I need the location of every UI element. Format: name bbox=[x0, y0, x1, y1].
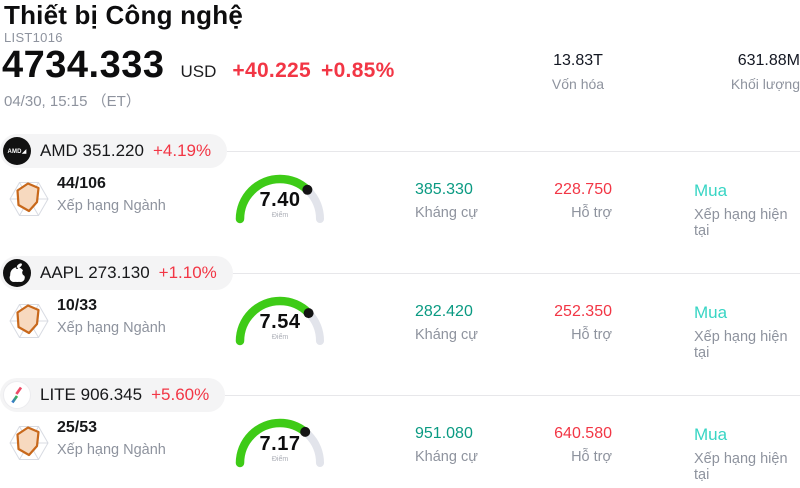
stock-row: LITE 906.345 +5.60% 25/ bbox=[0, 378, 800, 488]
apple-logo-icon bbox=[3, 259, 31, 287]
lumentum-logo-icon bbox=[3, 381, 31, 409]
stock-pill-line: AMD◢ AMD 351.220 +4.19% bbox=[0, 134, 800, 168]
resistance-value: 385.330 bbox=[415, 181, 473, 198]
stock-change: +1.10% bbox=[158, 263, 217, 282]
industry-rank-label: Xếp hạng Ngành bbox=[57, 320, 166, 336]
volume-stat: 631.88M Khối lượng bbox=[670, 52, 800, 92]
index-price-row: 4734.333 USD +40.225 +0.85% bbox=[2, 44, 395, 87]
industry-rank: 44/106 Xếp hạng Ngành bbox=[57, 175, 166, 214]
resistance-block: 951.080 Kháng cự bbox=[415, 425, 478, 465]
resistance-value: 282.420 bbox=[415, 303, 473, 320]
industry-rank-value: 25/53 bbox=[57, 419, 98, 436]
score-value: 7.17 bbox=[259, 433, 301, 455]
score-gauge: 7.17 Điểm bbox=[232, 411, 328, 469]
stock-symbol: AAPL bbox=[40, 263, 84, 282]
support-value: 640.580 bbox=[554, 425, 612, 442]
resistance-value: 951.080 bbox=[415, 425, 473, 442]
radar-rank-icon bbox=[7, 177, 51, 221]
index-change-abs: +40.225 bbox=[232, 59, 312, 82]
currency-label: USD bbox=[180, 62, 217, 81]
current-rating-label: Xếp hạng hiện tại bbox=[694, 207, 788, 239]
page-title: Thiết bị Công nghệ bbox=[4, 0, 244, 30]
score-label: Điểm bbox=[271, 456, 289, 463]
stock-price: 273.130 bbox=[88, 263, 150, 282]
market-cap-stat: 13.83T Vốn hóa bbox=[518, 52, 638, 92]
support-label: Hỗ trợ bbox=[571, 327, 612, 343]
stock-symbol-pill[interactable]: AMD◢ AMD 351.220 +4.19% bbox=[0, 134, 228, 168]
index-price: 4734.333 bbox=[2, 44, 165, 86]
stock-change: +5.60% bbox=[151, 385, 210, 404]
stock-price: 906.345 bbox=[80, 385, 143, 404]
header: Thiết bị Công nghệ LIST1016 4734.333 USD… bbox=[0, 0, 800, 134]
industry-rank: 25/53 Xếp hạng Ngành bbox=[57, 419, 166, 458]
stock-symbol: AMD bbox=[40, 141, 78, 160]
resistance-label: Kháng cự bbox=[415, 449, 478, 465]
score-gauge: 7.40 Điểm bbox=[232, 167, 328, 225]
market-cap-value: 13.83T bbox=[553, 52, 603, 69]
quote-datetime: 04/30, 15:15 （ET） bbox=[4, 93, 141, 110]
amd-logo-icon: AMD◢ bbox=[3, 137, 31, 165]
support-value: 252.350 bbox=[554, 303, 612, 320]
industry-rank: 10/33 Xếp hạng Ngành bbox=[57, 297, 166, 336]
resistance-block: 282.420 Kháng cự bbox=[415, 303, 478, 343]
industry-rank-label: Xếp hạng Ngành bbox=[57, 442, 166, 458]
stock-pill-line: LITE 906.345 +5.60% bbox=[0, 378, 800, 412]
radar-rank-icon bbox=[7, 299, 51, 343]
industry-rank-label: Xếp hạng Ngành bbox=[57, 198, 166, 214]
stock-price: 351.220 bbox=[82, 141, 144, 160]
stock-row-content: 44/106 Xếp hạng Ngành 7.40 Điểm 385.330 … bbox=[0, 168, 800, 256]
support-label: Hỗ trợ bbox=[571, 449, 612, 465]
current-rating-block: Mua Xếp hạng hiện tại bbox=[694, 181, 800, 239]
current-rating-value: Mua bbox=[694, 425, 728, 444]
market-cap-label: Vốn hóa bbox=[551, 76, 605, 92]
current-rating-value: Mua bbox=[694, 303, 728, 322]
current-rating-block: Mua Xếp hạng hiện tại bbox=[694, 425, 800, 483]
stock-symbol: LITE bbox=[40, 385, 76, 404]
stock-row: AAPL 273.130 +1.10% 10/ bbox=[0, 256, 800, 378]
support-label: Hỗ trợ bbox=[571, 205, 612, 221]
stock-pill-line: AAPL 273.130 +1.10% bbox=[0, 256, 800, 290]
stock-row-content: 25/53 Xếp hạng Ngành 7.17 Điểm 951.080 K… bbox=[0, 412, 800, 488]
support-block: 640.580 Hỗ trợ bbox=[502, 425, 612, 465]
radar-rank-icon bbox=[7, 421, 51, 465]
current-rating-value: Mua bbox=[694, 181, 728, 200]
stock-row-content: 10/33 Xếp hạng Ngành 7.54 Điểm 282.420 K… bbox=[0, 290, 800, 378]
stock-row: AMD◢ AMD 351.220 +4.19% bbox=[0, 134, 800, 256]
current-rating-label: Xếp hạng hiện tại bbox=[694, 451, 788, 483]
current-rating-block: Mua Xếp hạng hiện tại bbox=[694, 303, 800, 361]
score-label: Điểm bbox=[271, 212, 289, 219]
score-value: 7.40 bbox=[259, 189, 301, 211]
current-rating-label: Xếp hạng hiện tại bbox=[694, 329, 788, 361]
score-value: 7.54 bbox=[259, 311, 301, 333]
industry-rank-value: 44/106 bbox=[57, 175, 106, 192]
divider-line bbox=[225, 394, 800, 396]
support-block: 252.350 Hỗ trợ bbox=[502, 303, 612, 343]
stock-list: AMD◢ AMD 351.220 +4.19% bbox=[0, 134, 800, 488]
stock-symbol-pill[interactable]: AAPL 273.130 +1.10% bbox=[0, 256, 233, 290]
resistance-label: Kháng cự bbox=[415, 327, 478, 343]
score-gauge: 7.54 Điểm bbox=[232, 289, 328, 347]
support-block: 228.750 Hỗ trợ bbox=[502, 181, 612, 221]
stock-change: +4.19% bbox=[152, 141, 212, 160]
industry-rank-value: 10/33 bbox=[57, 297, 98, 314]
stock-symbol-pill[interactable]: LITE 906.345 +5.60% bbox=[0, 378, 226, 412]
score-label: Điểm bbox=[271, 334, 289, 341]
divider-line bbox=[232, 272, 800, 274]
resistance-block: 385.330 Kháng cự bbox=[415, 181, 478, 221]
divider-line bbox=[227, 150, 800, 152]
volume-label: Khối lượng bbox=[730, 76, 800, 92]
resistance-label: Kháng cự bbox=[415, 205, 478, 221]
index-change-pct: +0.85% bbox=[321, 59, 395, 82]
list-id: LIST1016 bbox=[4, 30, 63, 45]
support-value: 228.750 bbox=[554, 181, 612, 198]
volume-value: 631.88M bbox=[737, 52, 800, 69]
index-change: +40.225 +0.85% bbox=[232, 59, 394, 83]
